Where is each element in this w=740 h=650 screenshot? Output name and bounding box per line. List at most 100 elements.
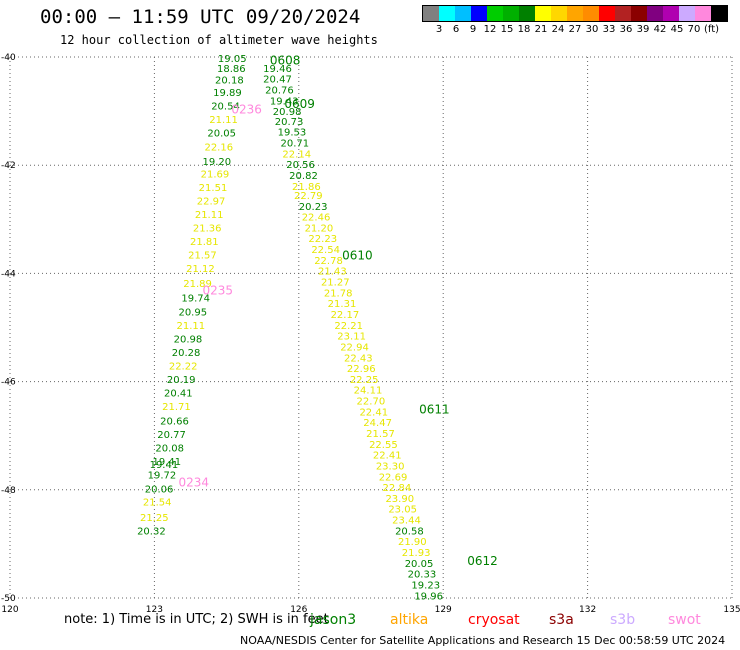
color-scale-level: 12 [483, 24, 497, 35]
x-tick-label: 129 [435, 605, 452, 615]
wave-height-label: 22.94 [340, 342, 369, 353]
wave-height-label: 22.21 [334, 321, 363, 332]
color-scale-level: 36 [619, 24, 633, 35]
x-tick-label: 126 [290, 605, 307, 615]
color-swatch [471, 6, 487, 21]
color-swatch [615, 6, 631, 21]
color-swatch [455, 6, 471, 21]
color-swatch [551, 6, 567, 21]
y-tick-label: -42 [1, 161, 16, 171]
wave-height-label: 21.71 [162, 402, 191, 413]
wave-height-label: 22.22 [169, 361, 198, 372]
wave-height-label: 21.78 [324, 288, 353, 299]
wave-height-label: 21.69 [201, 169, 230, 180]
satellite-legend-altika: altika [390, 612, 429, 628]
wave-height-label: 24.11 [354, 386, 383, 397]
pass-time-label: 0611 [419, 403, 450, 417]
color-scale-legend: (ft) 3 6 9 12 15 18 21 24 27 30 33 36 39 42 45 70 [422, 5, 728, 36]
color-swatch [487, 6, 503, 21]
wave-height-label: 20.66 [160, 417, 189, 428]
color-swatch [599, 6, 615, 21]
color-scale-level: 6 [452, 24, 460, 35]
wave-height-label: 20.32 [137, 526, 166, 537]
wave-height-label: 20.47 [263, 75, 292, 86]
y-tick-label: -40 [1, 53, 16, 63]
footer-credit: NOAA/NESDIS Center for Satellite Applica… [240, 634, 726, 647]
x-tick-label: 132 [579, 605, 596, 615]
wave-height-label: 21.57 [188, 250, 217, 261]
y-tick-label: -50 [1, 594, 16, 604]
wave-height-label: 22.25 [350, 375, 379, 386]
chart-title: 00:00 – 11:59 UTC 09/20/2024 [40, 6, 361, 28]
color-swatch [439, 6, 455, 21]
color-scale-level: 42 [653, 24, 667, 35]
color-scale-level: 33 [602, 24, 616, 35]
color-scale-level: 18 [517, 24, 531, 35]
color-swatch [647, 6, 663, 21]
color-swatch [663, 6, 679, 21]
wave-height-label: 22.70 [357, 397, 386, 408]
wave-height-label: 21.51 [199, 183, 228, 194]
wave-height-label: 20.95 [178, 307, 207, 318]
wave-height-label: 19.46 [263, 64, 292, 75]
wave-height-label: 20.56 [286, 160, 315, 171]
wave-height-label: 22.55 [369, 440, 398, 451]
wave-height-label: 22.97 [197, 196, 226, 207]
color-swatch [679, 6, 695, 21]
wave-height-label: 22.16 [204, 142, 233, 153]
x-tick-label: 135 [723, 605, 740, 615]
wave-height-label: 21.57 [366, 429, 395, 440]
wave-height-label: 19.74 [181, 294, 210, 305]
wave-height-label: 22.69 [379, 472, 408, 483]
x-tick-label: 123 [146, 605, 163, 615]
wave-height-label: 21.54 [143, 498, 172, 509]
wave-height-label: 22.79 [294, 191, 323, 202]
satellite-legend-swot: swot [668, 612, 701, 628]
wave-height-label: 22.41 [359, 407, 388, 418]
wave-height-label: 20.76 [265, 85, 294, 96]
wave-height-label: 19.96 [414, 591, 443, 602]
color-swatch [711, 6, 727, 21]
wave-height-label: 24.47 [363, 418, 392, 429]
wave-height-label: 23.90 [385, 494, 414, 505]
wave-height-label: 22.78 [314, 256, 343, 267]
satellite-legend-jason3: jason3 [310, 612, 357, 628]
wave-height-label: 20.98 [273, 107, 302, 118]
satellite-legend-s3b: s3b [610, 612, 636, 628]
wave-height-label: 22.43 [344, 353, 373, 364]
wave-height-label: 19.89 [213, 88, 242, 99]
color-swatch [535, 6, 551, 21]
wave-height-label: 22.14 [282, 149, 311, 160]
color-scale-level: 27 [568, 24, 582, 35]
x-tick-label: 120 [1, 605, 18, 615]
color-scale-level: 15 [500, 24, 514, 35]
wave-height-label: 20.05 [207, 129, 236, 140]
color-swatch [503, 6, 519, 21]
wave-height-label: 22.17 [331, 310, 360, 321]
color-swatch [631, 6, 647, 21]
color-swatch [583, 6, 599, 21]
wave-height-label: 20.18 [215, 76, 244, 87]
wave-height-label: 20.19 [167, 375, 196, 386]
wave-height-label: 21.27 [321, 278, 350, 289]
color-swatch [695, 6, 711, 21]
wave-height-label: 22.46 [302, 213, 331, 224]
wave-height-label: 19.72 [148, 471, 177, 482]
color-scale-level: 24 [551, 24, 565, 35]
y-tick-label: -48 [1, 486, 16, 496]
wave-height-label: 19.53 [278, 128, 307, 139]
pass-time-label: 0609 [284, 97, 315, 111]
wave-height-label: 22.41 [373, 451, 402, 462]
wave-height-label: 19.41 [150, 460, 179, 471]
color-scale-swatches [422, 5, 728, 22]
footer-note: note: 1) Time is in UTC; 2) SWH is in fe… [64, 612, 329, 627]
chart-subtitle: 12 hour collection of altimeter wave hei… [60, 33, 378, 47]
satellite-legend-s3a: s3a [549, 612, 574, 628]
wave-height-label: 18.86 [217, 64, 246, 75]
wave-height-label: 20.33 [408, 570, 437, 581]
wave-height-label: 22.96 [347, 364, 376, 375]
pass-time-label: 0234 [178, 476, 209, 490]
wave-height-label: 21.89 [183, 279, 212, 290]
wave-height-label: 23.30 [376, 461, 405, 472]
